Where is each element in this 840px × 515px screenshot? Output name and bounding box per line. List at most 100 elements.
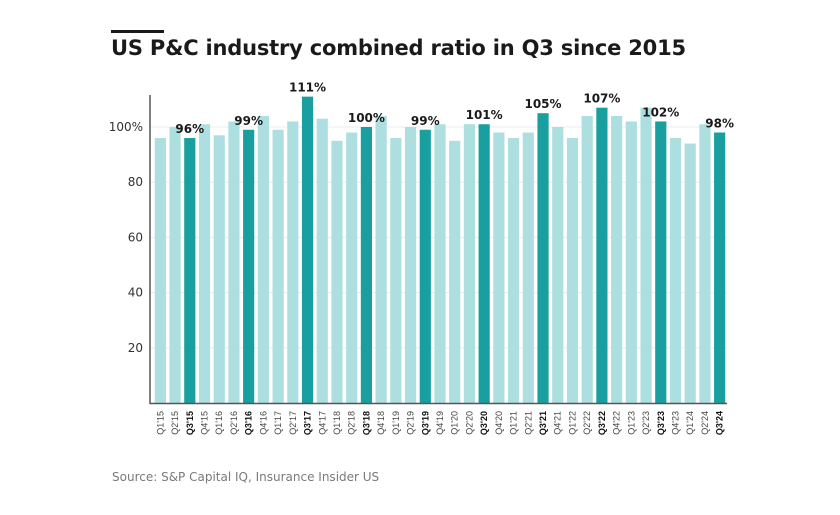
bar <box>581 115 593 404</box>
x-tick-label: Q2'18 <box>347 411 357 435</box>
bar <box>390 138 402 404</box>
bar <box>669 138 682 404</box>
y-tick-label: 20 <box>128 341 143 355</box>
x-tick-label: Q2'20 <box>464 411 474 435</box>
bar <box>566 138 579 404</box>
bar <box>316 118 328 403</box>
x-tick-label: Q1'21 <box>509 411 519 435</box>
bar-highlight <box>301 96 314 403</box>
bar <box>684 143 696 403</box>
bar <box>493 132 505 403</box>
data-label: 102% <box>642 105 679 119</box>
bar <box>625 121 637 403</box>
x-tick-label: Q2'23 <box>641 411 651 435</box>
bar-highlight <box>478 124 490 404</box>
x-tick-label: Q3'17 <box>303 411 313 435</box>
bar-highlight <box>655 121 667 403</box>
x-tick-label: Q2'21 <box>523 411 533 435</box>
x-tick-label: Q2'17 <box>288 411 298 435</box>
x-tick-label: Q3'18 <box>361 411 371 435</box>
bar <box>611 115 623 404</box>
bar-highlight <box>184 138 196 404</box>
bar <box>287 121 299 403</box>
bar <box>228 121 240 403</box>
bars <box>154 96 726 404</box>
x-tick-label: Q1'24 <box>685 411 695 435</box>
data-label: 111% <box>289 81 326 95</box>
x-tick-label: Q2'19 <box>406 411 416 435</box>
x-tick-label: Q4'19 <box>435 411 445 435</box>
bar <box>375 115 387 404</box>
data-label: 99% <box>234 114 263 128</box>
data-label: 105% <box>524 97 561 111</box>
bar <box>699 124 711 404</box>
data-label: 100% <box>348 111 385 125</box>
x-tick-label: Q1'22 <box>567 411 577 435</box>
x-tick-label: Q1'19 <box>391 411 401 435</box>
x-axis: Q1'15 Q2'15 Q3'15 Q4'15 Q1'16 Q2'16 Q3'16 Q4'16… <box>150 402 727 435</box>
bar <box>640 107 652 404</box>
x-tick-label: Q1'18 <box>332 411 342 435</box>
bar <box>257 115 269 404</box>
x-tick-label: Q2'22 <box>582 411 592 435</box>
x-tick-label: Q4'20 <box>494 411 504 435</box>
source-note: Source: S&P Capital IQ, Insurance Inside… <box>112 470 380 484</box>
data-labels: 96% 99% 111% 100% 99% 101% 105% 107% 102% 98% <box>175 81 734 136</box>
bar-highlight <box>596 107 608 404</box>
x-tick-label: Q1'17 <box>273 411 283 435</box>
bar <box>404 127 417 403</box>
x-tick-label: Q2'24 <box>700 411 710 435</box>
x-tick-label: Q1'20 <box>450 411 460 435</box>
x-tick-label: Q3'23 <box>656 411 666 435</box>
bar <box>507 138 520 404</box>
x-tick-label: Q4'17 <box>317 411 327 435</box>
y-tick-label: 60 <box>128 230 143 244</box>
x-tick-label: Q3'24 <box>715 411 725 435</box>
x-tick-label: Q1'15 <box>155 411 165 435</box>
x-tick-label: Q4'16 <box>258 411 268 435</box>
bar-highlight <box>419 129 431 403</box>
bar <box>331 140 343 404</box>
bar <box>198 124 211 404</box>
data-label: 99% <box>411 114 440 128</box>
bar <box>552 127 564 403</box>
x-tick-label: Q1'23 <box>626 411 636 435</box>
bar <box>213 135 225 403</box>
y-axis: 20 40 60 80 100% <box>109 95 151 404</box>
x-tick-label: Q4'21 <box>553 411 563 435</box>
data-label: 98% <box>705 117 734 131</box>
y-tick-label: 40 <box>128 286 143 300</box>
x-tick-label: Q2'15 <box>170 411 180 435</box>
data-label: 96% <box>175 122 204 136</box>
x-tick-label: Q3'20 <box>479 411 489 435</box>
bar <box>522 132 534 403</box>
x-tick-label: Q3'21 <box>538 411 548 435</box>
bar <box>463 124 476 404</box>
title-accent-bar <box>111 30 164 33</box>
bar-highlight <box>714 132 726 403</box>
bar <box>154 138 166 404</box>
x-tick-label: Q3'19 <box>420 411 430 435</box>
bar-highlight <box>537 113 549 403</box>
x-tick-label: Q2'16 <box>229 411 239 435</box>
bar <box>449 140 461 404</box>
data-label: 107% <box>583 92 620 106</box>
x-tick-label: Q4'18 <box>376 411 386 435</box>
bar <box>169 127 181 403</box>
x-tick-label: Q4'22 <box>612 411 622 435</box>
bar <box>272 129 284 403</box>
chart-title: US P&C industry combined ratio in Q3 sin… <box>111 36 686 60</box>
y-tick-label: 80 <box>128 175 143 189</box>
bar-highlight <box>243 129 255 403</box>
x-tick-label: Q1'16 <box>214 411 224 435</box>
x-tick-label: Q4'15 <box>200 411 210 435</box>
bar <box>434 124 446 404</box>
x-tick-label: Q4'23 <box>670 411 680 435</box>
x-tick-label: Q3'22 <box>597 411 607 435</box>
x-tick-label: Q3'15 <box>185 411 195 435</box>
bar-highlight <box>360 127 373 403</box>
x-tick-label: Q3'16 <box>244 411 254 435</box>
y-tick-label: 100% <box>109 120 143 134</box>
data-label: 101% <box>466 108 503 122</box>
